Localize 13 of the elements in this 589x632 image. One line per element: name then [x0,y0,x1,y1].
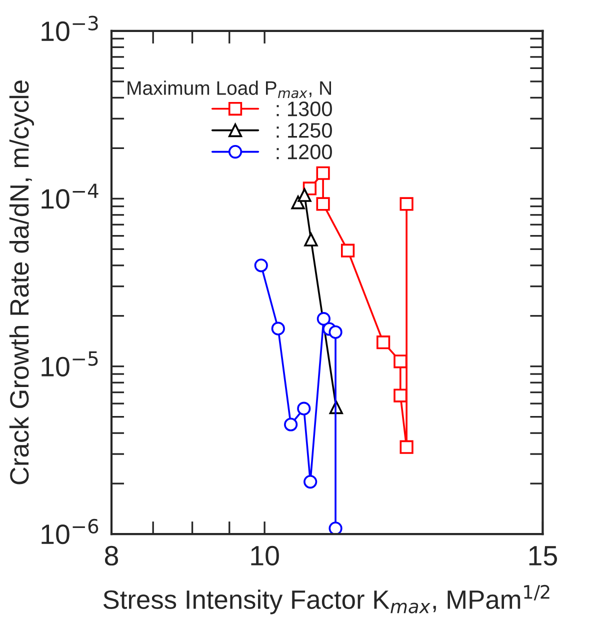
x-axis-title: Stress Intensity Factor K$_{max}$, MPam$^{1/2}$ [103,584,550,614]
y-tick-label: 10$^{−6}$ [42,518,98,544]
y-axis-title: Crack Growth Rate da/dN, m/cycle [9,80,34,484]
legend-label: : 1200 [276,144,332,160]
y-tick-label: 10$^{−4}$ [42,184,98,209]
x-tick-label: 8 [104,546,118,566]
legend-title: Maximum Load P$_{max}$, N [128,80,332,98]
x-tick-label: 10 [251,546,279,566]
y-tick-label: 10$^{−3}$ [42,16,98,42]
y-tick-label: 10$^{−5}$ [42,351,98,376]
legend-label: : 1300 [276,102,332,116]
x-tick-label: 15 [529,546,557,566]
legend-label: : 1250 [276,123,332,138]
